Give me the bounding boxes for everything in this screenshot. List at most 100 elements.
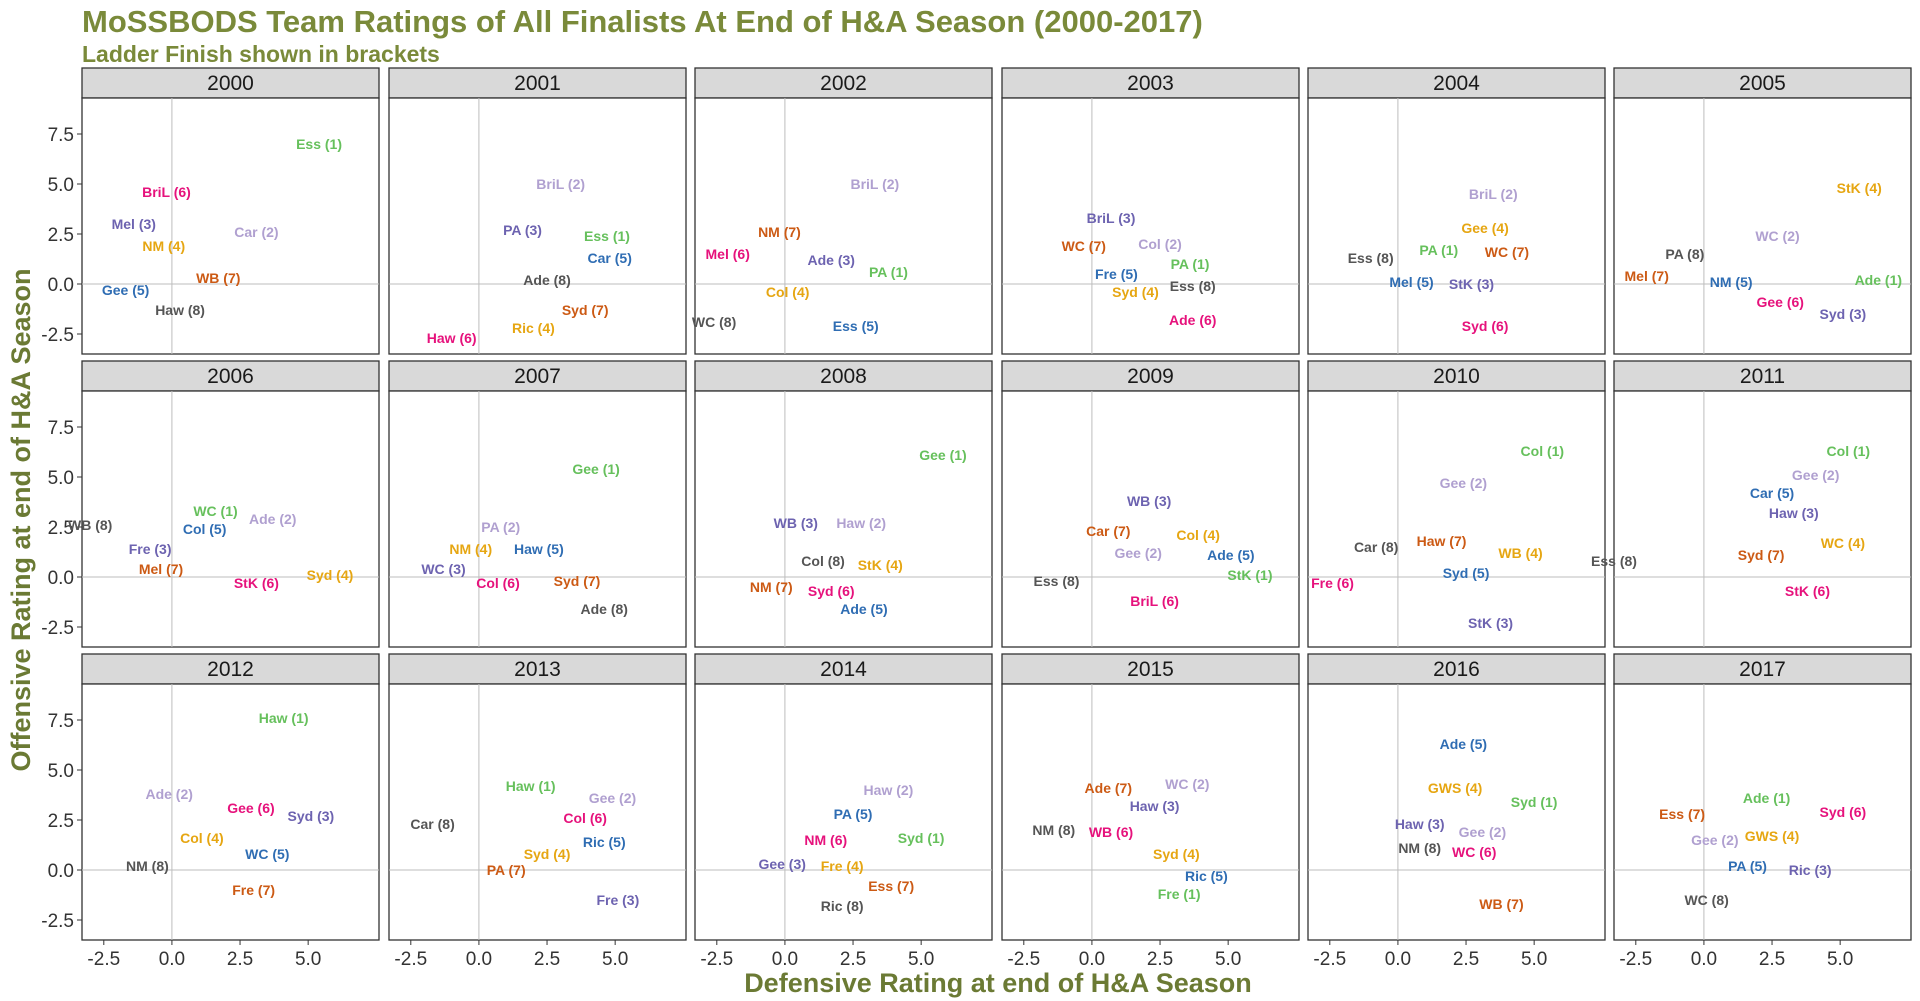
team-point-label: Col (8) xyxy=(801,553,845,569)
team-point-label: PA (7) xyxy=(487,862,526,878)
team-point-label: Col (4) xyxy=(766,284,810,300)
team-point-label: PA (2) xyxy=(481,519,520,535)
team-point-label: Syd (4) xyxy=(1153,846,1200,862)
team-point-label: Fre (7) xyxy=(232,882,275,898)
team-point-label: NM (7) xyxy=(750,579,793,595)
y-axis-title: Offensive Rating at end of H&A Season xyxy=(6,268,36,771)
team-point-label: Syd (1) xyxy=(898,830,945,846)
team-point-label: Fre (5) xyxy=(1095,266,1138,282)
team-point-label: Syd (1) xyxy=(1511,794,1558,810)
team-point-label: StK (4) xyxy=(858,557,903,573)
facet-strip xyxy=(81,360,380,392)
team-point-label: Haw (1) xyxy=(506,778,556,794)
team-point-label: Col (6) xyxy=(563,810,607,826)
x-tick-label: -2.5 xyxy=(394,949,427,970)
team-point-label: BriL (2) xyxy=(850,176,899,192)
panel-frame xyxy=(388,97,687,355)
team-point-label: Syd (3) xyxy=(1820,306,1867,322)
team-point-label: Syd (4) xyxy=(524,846,571,862)
team-point-label: NM (8) xyxy=(1398,840,1441,856)
team-point-label: Fre (3) xyxy=(596,892,639,908)
team-point-label: Ade (1) xyxy=(1743,790,1790,806)
team-point-label: WC (3) xyxy=(421,561,465,577)
team-point-label: Ric (4) xyxy=(512,320,555,336)
facet-panel-2014: 2014 -2.5 0.0 2.5 5.0 Syd (1) Haw (2) Gee (3) Fr… xyxy=(694,653,993,970)
team-point-label: Ess (8) xyxy=(1348,250,1394,266)
team-point-label: Syd (7) xyxy=(562,302,609,318)
team-point-label: Car (5) xyxy=(1750,485,1794,501)
team-point-label: Fre (4) xyxy=(821,858,864,874)
facet-strip-label: 2006 xyxy=(207,365,254,388)
team-point-label: Gee (3) xyxy=(758,856,805,872)
panel-frame xyxy=(694,683,993,941)
facet-panel-2013: 2013 -2.5 0.0 2.5 5.0 Haw (1) Gee (2) Fre (3) Sy… xyxy=(388,653,687,970)
team-point-label: Syd (6) xyxy=(1820,804,1867,820)
x-tick-label: 5.0 xyxy=(1215,949,1241,970)
team-point-label: NM (6) xyxy=(804,832,847,848)
team-point-label: Mel (3) xyxy=(112,216,156,232)
team-point-label: WC (5) xyxy=(245,846,289,862)
team-point-label: Haw (7) xyxy=(1417,533,1467,549)
team-point-label: Ess (8) xyxy=(1170,278,1216,294)
team-point-label: Gee (1) xyxy=(572,461,619,477)
panel-frame xyxy=(388,390,687,648)
team-point-label: Col (2) xyxy=(1138,236,1182,252)
team-point-label: Ade (5) xyxy=(840,601,887,617)
team-point-label: Gee (6) xyxy=(227,800,274,816)
facet-strip xyxy=(388,653,687,685)
facet-strip-label: 2012 xyxy=(207,658,254,681)
facet-strip xyxy=(81,653,380,685)
team-point-label: Syd (4) xyxy=(1112,284,1159,300)
facet-strip-label: 2009 xyxy=(1127,365,1174,388)
panel-frame xyxy=(81,97,380,355)
x-tick-label: 5.0 xyxy=(1521,949,1547,970)
team-point-label: WC (4) xyxy=(1821,535,1865,551)
facet-panels: 2000 -2.5 0.0 2.5 5.0 7.5 Ess (1) Car (2) Mel (3… xyxy=(41,67,1912,970)
x-tick-label: 5.0 xyxy=(908,949,934,970)
team-point-label: WC (8) xyxy=(1684,892,1728,908)
team-point-label: StK (3) xyxy=(1468,615,1513,631)
facet-strip xyxy=(388,360,687,392)
team-point-label: Gee (2) xyxy=(1440,475,1487,491)
team-point-label: BriL (2) xyxy=(1469,186,1518,202)
y-tick-label: 5.0 xyxy=(48,761,74,782)
panel-frame xyxy=(81,683,380,941)
x-tick-label: -2.5 xyxy=(1313,949,1346,970)
team-point-label: Haw (6) xyxy=(427,330,477,346)
facet-strip-label: 2014 xyxy=(820,658,867,681)
team-point-label: NM (7) xyxy=(758,224,801,240)
team-point-label: Syd (7) xyxy=(554,573,601,589)
x-tick-label: -2.5 xyxy=(700,949,733,970)
facet-panel-2012: 2012 -2.5 0.0 2.5 5.0 7.5 -2.5 0.0 2.5 5.0 Haw (1)… xyxy=(41,653,380,970)
team-point-label: PA (5) xyxy=(834,806,873,822)
team-point-label: Haw (2) xyxy=(864,782,914,798)
team-point-label: PA (1) xyxy=(1419,242,1458,258)
y-tick-label: 0.0 xyxy=(48,568,74,589)
chart-subtitle: Ladder Finish shown in brackets xyxy=(82,41,440,67)
facet-strip-label: 2004 xyxy=(1433,72,1480,95)
team-point-label: Ade (2) xyxy=(249,511,296,527)
x-tick-label: 0.0 xyxy=(1385,949,1411,970)
x-tick-label: 2.5 xyxy=(1147,949,1173,970)
facet-strip-label: 2005 xyxy=(1739,72,1786,95)
panel-frame xyxy=(1001,97,1300,355)
team-point-label: Ade (5) xyxy=(1440,736,1487,752)
facet-strip-label: 2003 xyxy=(1127,72,1174,95)
y-tick-label: -2.5 xyxy=(41,911,74,932)
team-point-label: WC (7) xyxy=(1062,238,1106,254)
team-point-label: Gee (2) xyxy=(1459,824,1506,840)
x-tick-label: 2.5 xyxy=(1453,949,1479,970)
team-point-label: Col (6) xyxy=(476,575,520,591)
facet-panel-2017: 2017 -2.5 0.0 2.5 5.0 Ade (1) Gee (2) Ric (3) GW… xyxy=(1613,653,1912,970)
panel-frame xyxy=(1001,683,1300,941)
y-tick-label: 7.5 xyxy=(48,711,74,732)
team-point-label: Syd (5) xyxy=(1443,565,1490,581)
team-point-label: Fre (6) xyxy=(1311,575,1354,591)
team-point-label: Car (7) xyxy=(1086,523,1130,539)
facet-panel-2009: 2009 StK (1) Gee (2) WB (3) Col (4) Ade (5) Br… xyxy=(1001,360,1300,648)
team-point-label: Syd (7) xyxy=(1738,547,1785,563)
team-point-label: Car (8) xyxy=(1354,539,1398,555)
team-point-label: Ess (1) xyxy=(584,228,630,244)
team-point-label: Ric (5) xyxy=(1185,868,1228,884)
